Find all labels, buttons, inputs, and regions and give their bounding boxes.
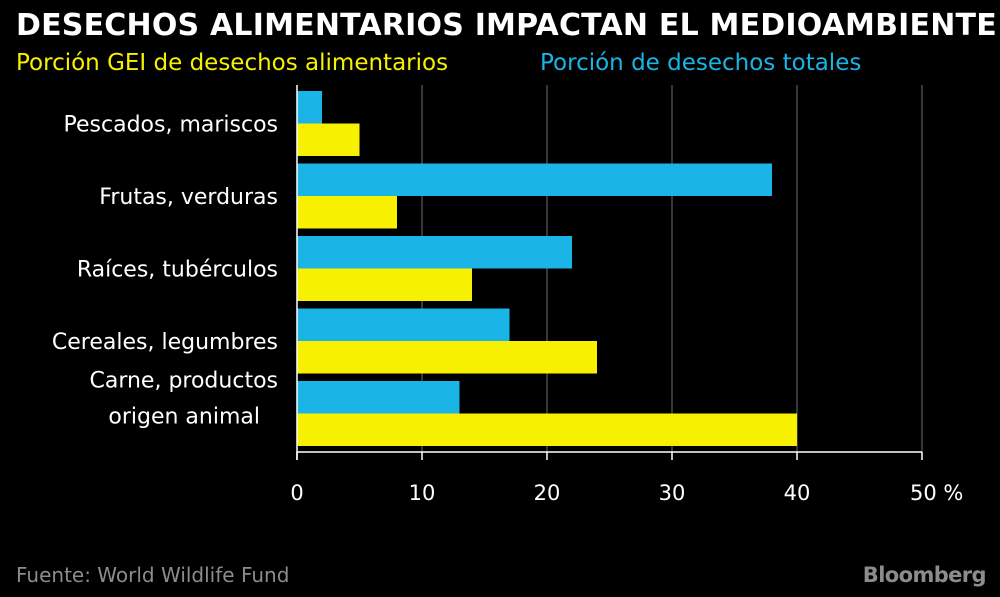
bloomberg-logo: Bloomberg (862, 563, 987, 587)
x-tick-label-40: 40 (784, 481, 811, 505)
x-axis: 0 10 20 30 40 50 % (290, 85, 963, 505)
x-tick-label-50: 50 % (910, 481, 963, 505)
x-tick-label-20: 20 (534, 481, 561, 505)
bar-total-waste-4 (297, 381, 460, 414)
legend-entry-ghg-share: Porción GEI de desechos alimentarios (16, 50, 449, 76)
bar-ghg-1 (297, 196, 397, 229)
bar-total-waste-2 (297, 236, 572, 269)
bar-ghg-0 (297, 123, 360, 156)
bar-ghg-2 (297, 268, 472, 301)
bar-total-waste-3 (297, 308, 510, 341)
bar-total-waste-1 (297, 163, 772, 196)
legend-entry-total-waste-share: Porción de desechos totales (540, 50, 862, 76)
category-labels: Pescados, mariscos Frutas, verduras Raíces… (52, 113, 278, 430)
category-label-2: Raíces, tubérculos (77, 258, 278, 283)
chart-title: DESECHOS ALIMENTARIOS IMPACTAN EL MEDIOA… (16, 8, 997, 43)
category-label-0: Pescados, mariscos (64, 113, 278, 138)
category-label-3: Cereales, legumbres (52, 330, 278, 355)
category-label-4-line1: origen animal (108, 405, 260, 430)
bar-total-waste-0 (297, 91, 322, 124)
x-tick-label-30: 30 (659, 481, 686, 505)
x-tick-label-0: 0 (290, 481, 303, 505)
x-tick-label-10: 10 (409, 481, 436, 505)
bar-ghg-4 (297, 413, 797, 446)
category-label-4-line0: Carne, productos (89, 369, 278, 394)
bar-ghg-3 (297, 341, 597, 374)
bars (297, 91, 797, 446)
category-label-1: Frutas, verduras (99, 185, 278, 210)
source-note: Fuente: World Wildlife Fund (16, 563, 290, 587)
